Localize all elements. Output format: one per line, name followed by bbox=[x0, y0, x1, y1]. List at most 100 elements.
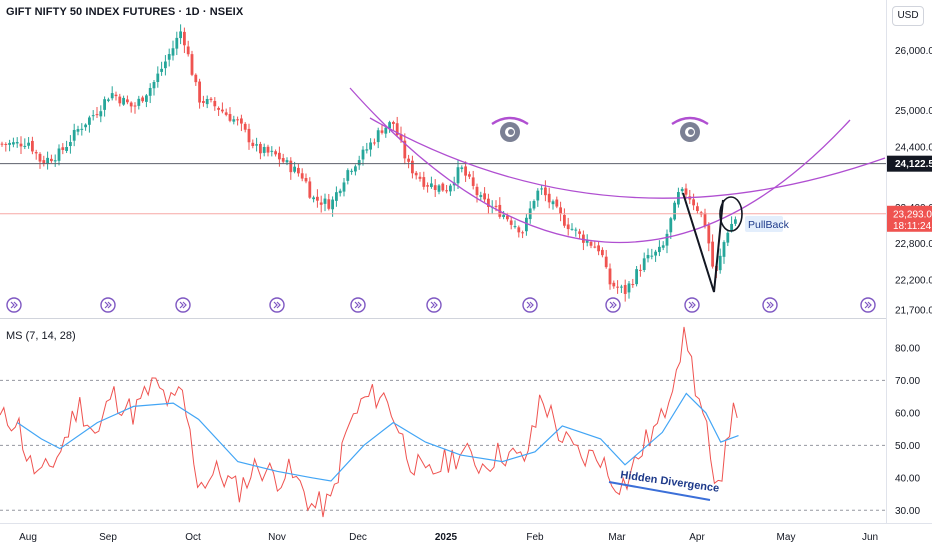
candle-body bbox=[483, 193, 486, 200]
event-marker-chevron bbox=[354, 301, 362, 309]
candle-body bbox=[354, 166, 357, 172]
candle-body bbox=[228, 114, 232, 121]
candle-body bbox=[658, 246, 661, 253]
currency-button[interactable]: USD bbox=[892, 6, 924, 26]
candle-body bbox=[133, 105, 137, 107]
candle-body bbox=[559, 207, 562, 214]
candle-body bbox=[551, 201, 555, 205]
candle-body bbox=[251, 142, 255, 146]
candle-body bbox=[266, 146, 270, 153]
candle-body bbox=[734, 219, 737, 224]
candle-body bbox=[236, 119, 239, 121]
candle-body bbox=[585, 240, 589, 243]
time-tick-label: Oct bbox=[185, 532, 201, 543]
candle-body bbox=[274, 151, 277, 155]
candle-body bbox=[445, 190, 448, 192]
candle-body bbox=[152, 81, 156, 89]
candle-body bbox=[23, 145, 27, 147]
osc-tick-label: 30.00 bbox=[895, 506, 920, 517]
candle-body bbox=[27, 142, 30, 146]
candle-body bbox=[509, 220, 513, 225]
candle-body bbox=[281, 158, 285, 162]
candle-body bbox=[589, 241, 593, 246]
candle-body bbox=[338, 190, 342, 194]
candle-body bbox=[243, 123, 247, 130]
candle-body bbox=[684, 188, 688, 195]
candle-body bbox=[186, 46, 190, 55]
candle-body bbox=[346, 170, 350, 181]
candle-body bbox=[148, 87, 152, 96]
candle-body bbox=[179, 31, 182, 39]
candle-body bbox=[487, 198, 490, 207]
price-pane bbox=[0, 24, 886, 302]
oscillator-line bbox=[0, 326, 738, 518]
candle-body bbox=[373, 142, 376, 144]
divergence-line bbox=[608, 481, 711, 501]
candle-body bbox=[335, 192, 338, 201]
candle-body bbox=[521, 232, 524, 234]
candle-body bbox=[730, 223, 733, 232]
candle-body bbox=[42, 160, 46, 164]
candle-body bbox=[669, 218, 673, 233]
eye-brow bbox=[491, 116, 529, 126]
candle-body bbox=[126, 99, 129, 103]
candle-body bbox=[308, 181, 312, 198]
candle-body bbox=[91, 115, 95, 117]
candle-body bbox=[407, 158, 410, 162]
candle-body bbox=[422, 177, 426, 187]
candle-body bbox=[137, 98, 141, 106]
candle-body bbox=[464, 166, 467, 176]
candle-body bbox=[414, 172, 418, 176]
candle-body bbox=[582, 234, 585, 243]
lower-curve bbox=[349, 87, 851, 244]
candle-body bbox=[270, 150, 274, 152]
candle-body bbox=[350, 170, 353, 172]
event-marker-chevron bbox=[179, 301, 187, 309]
candle-body bbox=[232, 119, 236, 122]
axis-labels: 26,000.025,000.024,400.023,400.022,800.0… bbox=[19, 46, 932, 543]
candle-body bbox=[399, 133, 403, 141]
event-marker-chevron bbox=[104, 301, 112, 309]
candle-body bbox=[72, 129, 76, 141]
candle-body bbox=[665, 233, 669, 246]
swing-lines bbox=[682, 192, 724, 293]
event-marker-chevron bbox=[864, 301, 872, 309]
candle-body bbox=[50, 158, 53, 162]
candle-body bbox=[84, 124, 87, 128]
pullback-circle bbox=[719, 196, 743, 232]
candle-body bbox=[513, 226, 517, 228]
candle-body bbox=[342, 182, 346, 192]
candle-body bbox=[156, 73, 160, 82]
candle-body bbox=[380, 130, 384, 133]
candle-body bbox=[205, 99, 209, 105]
candle-body bbox=[293, 166, 296, 172]
eye-dot-icon bbox=[508, 129, 514, 135]
candle-body bbox=[357, 160, 361, 166]
candle-body bbox=[198, 81, 201, 103]
candle-body bbox=[449, 185, 452, 192]
candle-body bbox=[331, 199, 334, 210]
price-tick-label: 22,800.0 bbox=[895, 239, 932, 250]
osc-tick-label: 70.00 bbox=[895, 376, 920, 387]
candle-body bbox=[19, 143, 23, 147]
candle-body bbox=[304, 177, 308, 182]
candle-body bbox=[99, 111, 103, 117]
countdown-label: 18:11:24 bbox=[893, 221, 932, 232]
candle-body bbox=[680, 188, 684, 192]
candle-body bbox=[34, 152, 38, 154]
candle-body bbox=[646, 254, 650, 259]
upper-curve bbox=[369, 117, 886, 199]
candle-body bbox=[259, 143, 262, 154]
candle-body bbox=[384, 127, 388, 134]
candle-body bbox=[395, 123, 399, 136]
candle-body bbox=[369, 142, 372, 150]
candle-body bbox=[122, 97, 125, 105]
candle-body bbox=[15, 142, 19, 144]
candle-body bbox=[53, 160, 57, 162]
candle-body bbox=[278, 152, 281, 160]
oscillator-pane bbox=[0, 326, 886, 518]
candle-body bbox=[114, 94, 118, 97]
candle-body bbox=[247, 128, 251, 143]
event-marker-chevron bbox=[526, 301, 534, 309]
